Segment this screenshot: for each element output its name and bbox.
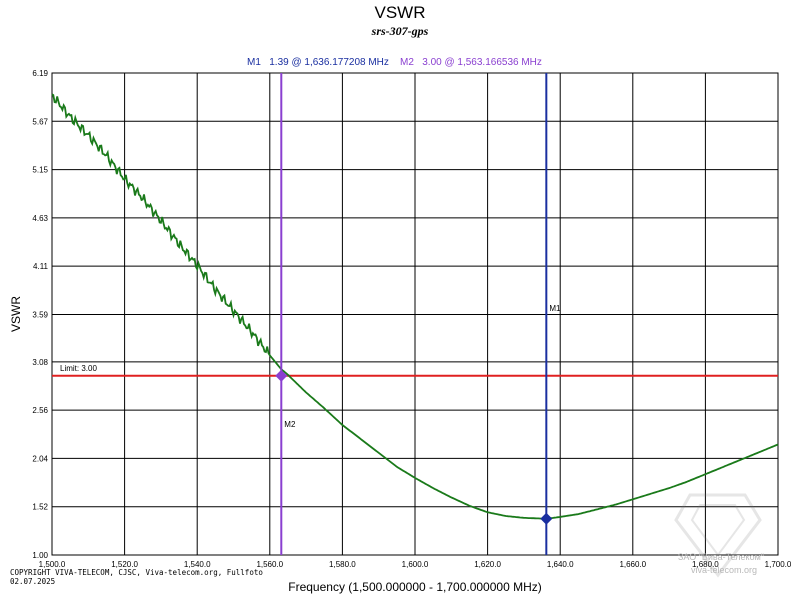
date-text: 02.07.2025 [10,577,55,586]
watermark-url: viva-telecom.org [691,565,757,575]
y-tick-label: 3.59 [32,310,48,319]
x-tick-label: 1,640.0 [547,560,574,569]
x-tick-label: 1,540.0 [184,560,211,569]
x-tick-label: 1,560.0 [256,560,283,569]
x-tick-label: 1,600.0 [402,560,429,569]
y-tick-label: 4.11 [33,262,49,271]
marker-m1-point[interactable] [540,512,553,525]
y-tick-label: 5.67 [32,117,48,126]
y-tick-label: 6.19 [32,69,48,78]
watermark-company: ЗАО "Вива-Телеком" [678,552,764,562]
x-tick-label: 1,620.0 [474,560,501,569]
marker-m1-label: M1 [549,304,561,313]
y-tick-labels: 1.00 1.52 2.04 2.56 3.08 3.59 4.11 4.63 5.15 5.67… [32,69,48,560]
x-axis-label: Frequency (1,500.000000 - 1,700.000000 M… [288,580,542,594]
y-tick-label: 1.52 [32,503,48,512]
x-tick-label: 1,580.0 [329,560,356,569]
marker-m2-label: M2 [284,420,296,429]
marker-m2-readout: M2 3.00 @ 1,563.166536 MHz [400,57,542,68]
x-tick-label: 1,700.0 [765,560,792,569]
y-tick-label: 4.63 [32,214,48,223]
chart-subtitle: srs-307-gps [371,24,429,38]
y-tick-label: 3.08 [32,358,48,367]
x-tick-label: 1,660.0 [619,560,646,569]
grid [52,73,778,555]
x-tick-label: 1,520.0 [111,560,138,569]
marker-m1-readout: M1 1.39 @ 1,636.177208 MHz [247,57,389,68]
x-tick-labels: 1,500.0 1,520.0 1,540.0 1,560.0 1,580.0 1,600… [39,560,792,569]
limit-label: Limit: 3.00 [60,364,97,373]
x-tick-label: 1,680.0 [692,560,719,569]
y-tick-label: 5.15 [32,166,48,175]
y-tick-label: 1.00 [32,551,48,560]
x-tick-label: 1,500.0 [39,560,66,569]
markers: M1 M2 [275,73,561,555]
marker-m2-point[interactable] [275,369,288,382]
y-tick-label: 2.56 [32,406,48,415]
copyright-text: COPYRIGHT VIVA-TELECOM, CJSC, Viva-telec… [10,568,263,577]
y-tick-label: 2.04 [32,454,48,463]
watermark-logo-icon [674,493,762,578]
y-axis-label: VSWR [9,296,23,332]
chart-title: VSWR [375,3,426,22]
vswr-trace [51,93,779,520]
